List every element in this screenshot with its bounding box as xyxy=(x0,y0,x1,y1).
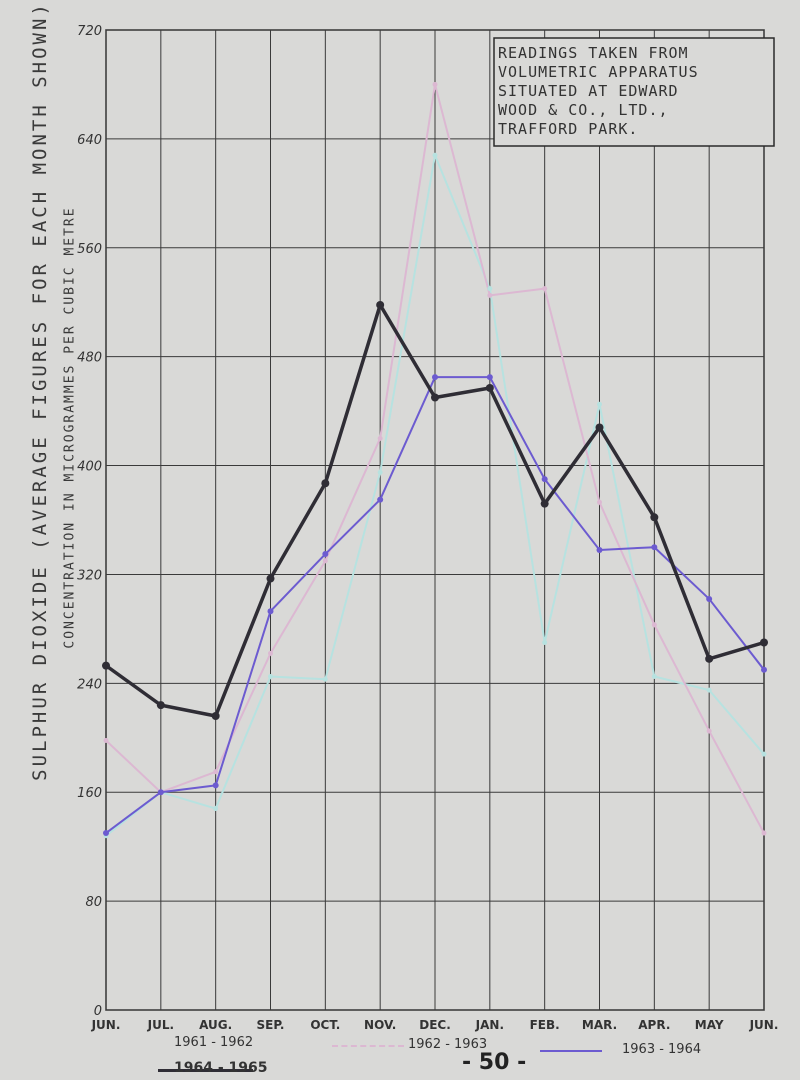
data-point xyxy=(542,286,548,292)
x-tick-label: JUN. xyxy=(91,1018,121,1032)
data-point xyxy=(267,608,274,615)
x-tick-label: APR. xyxy=(638,1018,671,1032)
y-axis-label-line1: SULPHUR DIOXIDE (AVERAGE FIGURES FOR EAC… xyxy=(29,1,51,781)
data-point xyxy=(760,638,768,647)
data-point xyxy=(156,701,165,710)
y-tick-label: 80 xyxy=(85,895,102,910)
data-point xyxy=(597,499,602,505)
y-tick-label: 720 xyxy=(77,24,102,39)
data-point xyxy=(486,374,493,381)
legend-swatch-1963-1964 xyxy=(540,1050,602,1052)
y-tick-label: 560 xyxy=(77,242,102,257)
x-tick-label: JUL. xyxy=(147,1018,175,1032)
grid-lines xyxy=(105,29,765,1011)
legend-swatch-1962-1963 xyxy=(332,1045,404,1047)
data-point xyxy=(102,661,110,670)
y-tick-label: 480 xyxy=(77,351,102,366)
data-point xyxy=(103,738,109,743)
page-number: - 50 - xyxy=(462,1050,527,1075)
data-point xyxy=(213,806,219,812)
y-axis-label-line2: CONCENTRATION IN MICROGRAMMES PER CUBIC … xyxy=(62,206,78,649)
y-tick-label: 640 xyxy=(77,133,102,148)
y-tick-label: 400 xyxy=(77,460,102,475)
annotation-line-3: SITUATED AT EDWARD xyxy=(498,82,679,100)
data-point xyxy=(432,81,438,87)
data-point xyxy=(377,496,384,503)
x-tick-label: JAN. xyxy=(475,1018,505,1032)
data-point xyxy=(268,650,273,656)
x-tick-label: MAR. xyxy=(581,1018,618,1032)
data-point xyxy=(213,769,219,775)
x-tick-label: SEP. xyxy=(256,1018,285,1032)
data-point xyxy=(211,712,220,720)
data-point xyxy=(266,574,275,583)
x-tick-label: NOV. xyxy=(364,1018,397,1032)
data-point xyxy=(761,751,767,757)
y-tick-label: 160 xyxy=(77,786,102,801)
data-point xyxy=(706,595,713,602)
annotation-line-1: READINGS TAKEN FROM xyxy=(498,44,689,62)
data-point xyxy=(540,499,549,508)
data-point xyxy=(651,544,658,551)
data-point xyxy=(597,401,602,407)
data-point xyxy=(322,558,328,564)
x-tick-label: AUG. xyxy=(199,1018,233,1032)
data-point xyxy=(650,513,659,522)
x-tick-label: MAY xyxy=(694,1018,724,1032)
data-point xyxy=(322,551,329,558)
y-tick-label: 240 xyxy=(77,677,102,692)
legend-label-1964-1965: 1964 - 1965 xyxy=(174,1060,268,1076)
data-point xyxy=(542,640,548,645)
data-point xyxy=(705,654,714,663)
data-point xyxy=(268,674,273,680)
data-point xyxy=(321,479,330,488)
legend-label-1962-1963: 1962 - 1963 xyxy=(408,1037,488,1052)
data-point xyxy=(706,728,712,734)
data-point xyxy=(485,383,494,392)
data-point xyxy=(157,789,164,796)
data-point xyxy=(487,292,493,298)
data-point xyxy=(432,374,438,381)
data-point xyxy=(431,393,439,402)
data-point xyxy=(761,830,767,836)
data-point xyxy=(377,435,383,441)
data-point xyxy=(541,476,548,483)
data-point xyxy=(103,830,109,837)
y-tick-labels: 0 80 160 240 320 400 480 560 640 720 xyxy=(77,24,102,1019)
series-points xyxy=(102,81,768,839)
x-tick-label: OCT. xyxy=(310,1018,341,1032)
annotation-box xyxy=(493,37,775,147)
data-point xyxy=(651,622,657,628)
annotation-text: READINGS TAKEN FROM VOLUMETRIC APPARATUS… xyxy=(498,44,770,139)
data-point xyxy=(322,676,328,682)
legend-swatch-1964-1965 xyxy=(158,1069,253,1072)
x-tick-label: DEC. xyxy=(419,1018,451,1032)
data-point xyxy=(761,666,767,673)
data-point xyxy=(651,674,657,680)
data-point xyxy=(487,286,493,292)
annotation-line-4: WOOD & CO., LTD., xyxy=(498,101,669,119)
data-point xyxy=(432,152,438,158)
data-point xyxy=(596,546,603,553)
x-tick-label: FEB. xyxy=(529,1018,560,1032)
legend-label-1961-1962: 1961 - 1962 xyxy=(174,1035,254,1050)
x-tick-label: JUN. xyxy=(749,1018,779,1032)
annotation-line-5: TRAFFORD PARK. xyxy=(498,120,639,138)
y-tick-label: 0 xyxy=(94,1004,102,1019)
data-point xyxy=(376,300,385,309)
annotation-line-2: VOLUMETRIC APPARATUS xyxy=(498,63,699,81)
data-point xyxy=(595,423,604,432)
data-point xyxy=(212,782,219,789)
y-tick-label: 320 xyxy=(77,568,102,583)
legend-label-1963-1964: 1963 - 1964 xyxy=(622,1042,702,1057)
data-point xyxy=(706,687,712,693)
data-point xyxy=(377,469,383,475)
